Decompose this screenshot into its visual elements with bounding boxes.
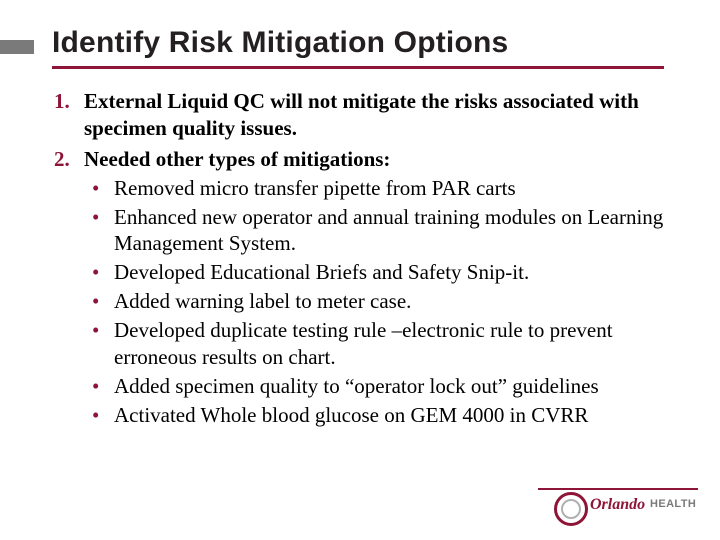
- logo-word-1: Orlando: [590, 496, 645, 514]
- bullet-text: Enhanced new operator and annual trainin…: [114, 205, 663, 256]
- bullet-text: Added specimen quality to “operator lock…: [114, 374, 599, 398]
- list-item: 1. External Liquid QC will not mitigate …: [54, 88, 670, 142]
- bullet-text: Removed micro transfer pipette from PAR …: [114, 176, 516, 200]
- list-item: Developed duplicate testing rule –electr…: [84, 317, 670, 371]
- bullet-text: Added warning label to meter case.: [114, 289, 411, 313]
- slide: Identify Risk Mitigation Options 1. Exte…: [0, 0, 720, 540]
- list-item: Enhanced new operator and annual trainin…: [84, 204, 670, 258]
- bullet-text: Developed Educational Briefs and Safety …: [114, 260, 529, 284]
- list-number: 1.: [54, 88, 70, 115]
- list-item: 2. Needed other types of mitigations: Re…: [54, 146, 670, 429]
- brand-logo: Orlando HEALTH: [554, 492, 694, 530]
- list-number: 2.: [54, 146, 70, 173]
- accent-bar: [0, 40, 34, 54]
- logo-ring-inner-icon: [561, 499, 581, 519]
- list-item: Developed Educational Briefs and Safety …: [84, 259, 670, 286]
- bullet-text: Developed duplicate testing rule –electr…: [114, 318, 613, 369]
- content-area: 1. External Liquid QC will not mitigate …: [54, 88, 670, 433]
- list-item: Activated Whole blood glucose on GEM 400…: [84, 402, 670, 429]
- list-item: Removed micro transfer pipette from PAR …: [84, 175, 670, 202]
- list-text: Needed other types of mitigations:: [84, 147, 390, 171]
- list-item: Added warning label to meter case.: [84, 288, 670, 315]
- title-underline: [52, 66, 664, 69]
- numbered-list: 1. External Liquid QC will not mitigate …: [54, 88, 670, 429]
- logo-word-2: HEALTH: [650, 498, 696, 510]
- bullet-text: Activated Whole blood glucose on GEM 400…: [114, 403, 588, 427]
- page-title: Identify Risk Mitigation Options: [52, 26, 508, 60]
- bullet-list: Removed micro transfer pipette from PAR …: [84, 175, 670, 429]
- list-item: Added specimen quality to “operator lock…: [84, 373, 670, 400]
- logo-divider: [538, 488, 698, 490]
- list-text: External Liquid QC will not mitigate the…: [84, 89, 639, 140]
